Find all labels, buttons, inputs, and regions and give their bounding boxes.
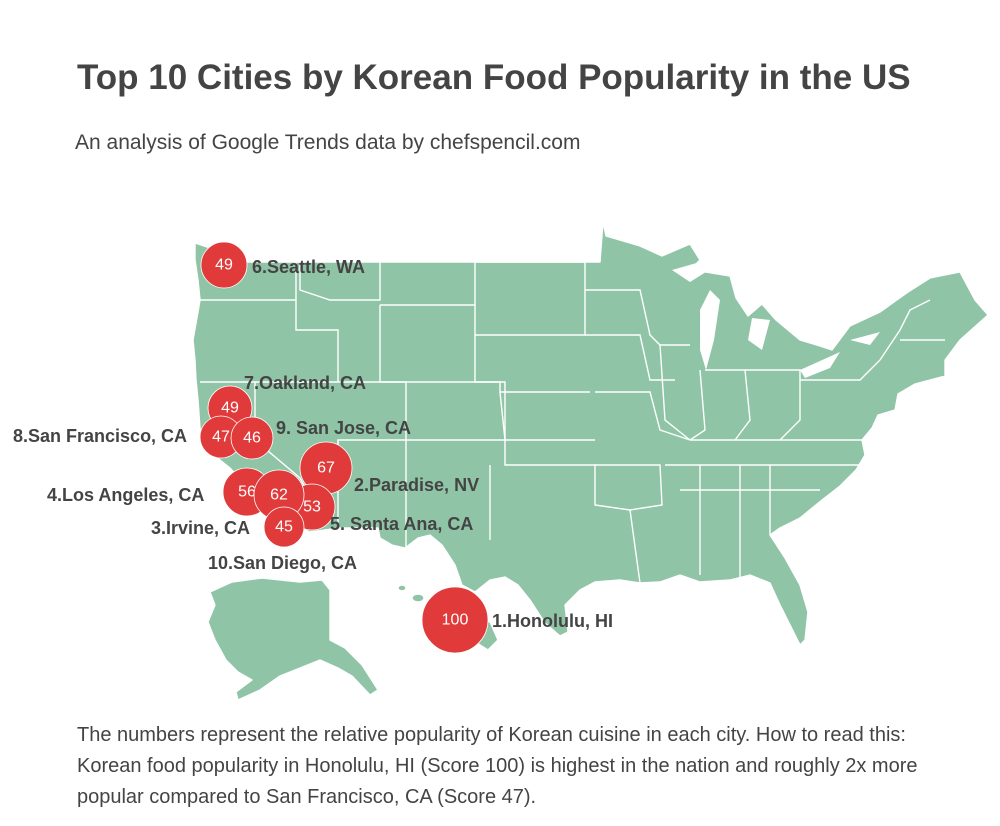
score-value: 56	[238, 484, 256, 501]
alaska-shape	[207, 577, 379, 701]
page-title: Top 10 Cities by Korean Food Popularity …	[77, 58, 911, 97]
city-label-paradise: 2.Paradise, NV	[354, 475, 479, 495]
score-bubble	[200, 241, 248, 289]
page-subtitle: An analysis of Google Trends data by che…	[75, 131, 581, 154]
score-value: 45	[275, 519, 293, 536]
score-bubble	[421, 586, 489, 654]
score-value: 67	[317, 460, 335, 477]
score-value: 47	[212, 429, 230, 446]
city-marker-san-jose[interactable]: 46	[230, 416, 274, 460]
city-label-los-angeles: 4.Los Angeles, CA	[47, 485, 204, 505]
city-marker-honolulu[interactable]: 100	[421, 586, 489, 654]
city-label-san-francisco: 8.San Francisco, CA	[13, 426, 187, 446]
city-label-oakland: 7.Oakland, CA	[244, 373, 366, 393]
city-label-irvine: 3.Irvine, CA	[151, 518, 250, 538]
city-label-honolulu: 1.Honolulu, HI	[492, 611, 613, 631]
city-marker-irvine[interactable]: 62	[253, 469, 305, 521]
score-value: 49	[215, 257, 233, 274]
score-bubble	[263, 506, 305, 548]
city-label-seattle: 6.Seattle, WA	[252, 257, 365, 277]
score-value: 46	[243, 430, 261, 447]
footnote-text: The numbers represent the relative popul…	[77, 724, 918, 808]
score-bubble	[230, 416, 274, 460]
city-label-san-diego: 10.San Diego, CA	[208, 553, 357, 573]
city-label-santa-ana: 5. Santa Ana, CA	[330, 514, 473, 534]
city-marker-san-francisco[interactable]: 47	[199, 415, 243, 459]
state-borders	[200, 261, 945, 584]
score-value: 100	[442, 612, 469, 629]
city-marker-san-diego[interactable]: 45	[263, 506, 305, 548]
score-value: 62	[270, 487, 288, 504]
city-label-san-jose: 9. San Jose, CA	[276, 418, 411, 438]
score-value: 49	[221, 400, 239, 417]
score-value: 53	[303, 499, 321, 516]
city-marker-seattle[interactable]: 49	[200, 241, 248, 289]
